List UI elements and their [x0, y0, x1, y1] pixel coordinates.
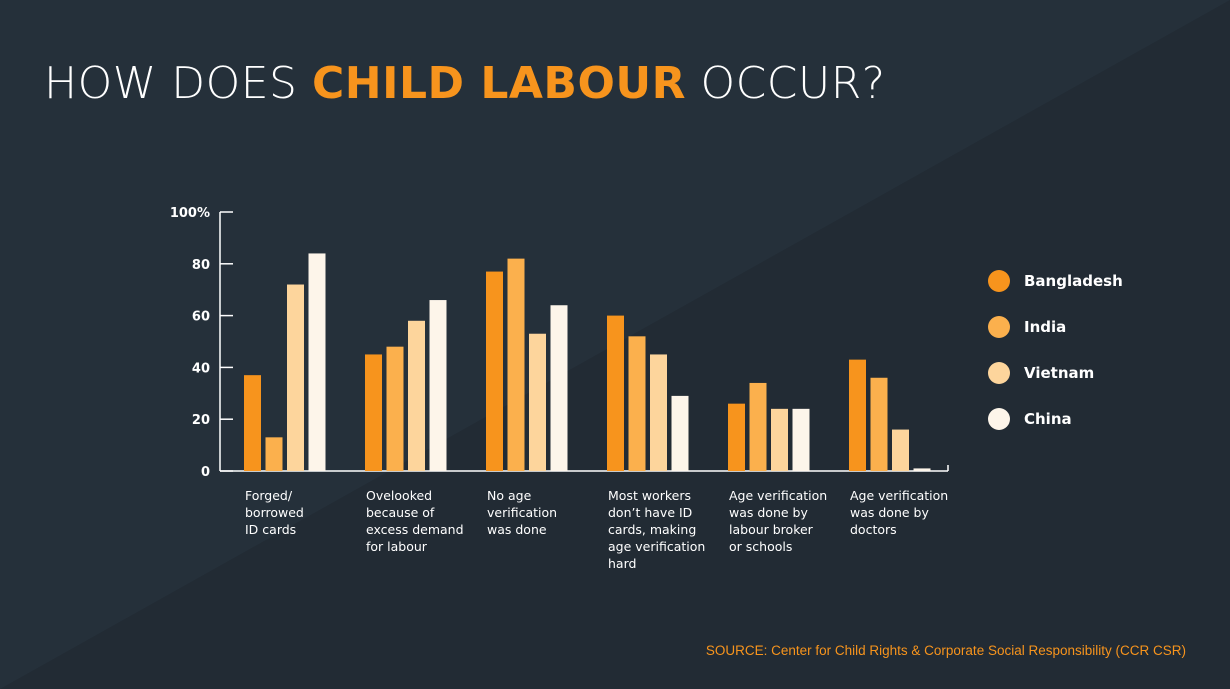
category-label: No age verification was done [487, 488, 557, 537]
legend: Bangladesh India Vietnam China [988, 258, 1123, 442]
bar-china [913, 468, 931, 471]
y-tick-label: 100% [170, 206, 210, 221]
bar-india [749, 382, 767, 471]
title-highlight: CHILD LABOUR [311, 58, 686, 109]
y-tick-label: 80 [192, 258, 210, 273]
bar-china [550, 305, 568, 471]
legend-swatch [988, 408, 1010, 430]
bar-bangladesh [607, 315, 624, 471]
y-tick-label: 60 [192, 310, 210, 325]
bar-bangladesh [244, 375, 261, 471]
legend-swatch [988, 270, 1010, 292]
bar-china [792, 408, 810, 471]
page-title: HOW DOES CHILD LABOUR OCCUR? [44, 58, 886, 109]
category-label: Forged/borrowed ID cards [245, 488, 304, 537]
bar-china [308, 253, 326, 471]
legend-label: Vietnam [1024, 364, 1095, 382]
y-tick-label: 40 [192, 361, 210, 376]
legend-label: China [1024, 410, 1072, 428]
bar-vietnam [529, 333, 546, 471]
bar-india [265, 437, 283, 471]
y-tick-label: 0 [201, 465, 210, 480]
bar-india [386, 346, 404, 471]
source-note: SOURCE: Center for Child Rights & Corpor… [705, 643, 1186, 658]
bar-vietnam [892, 429, 909, 471]
bar-vietnam [287, 284, 304, 471]
bar-vietnam [771, 408, 788, 471]
legend-item-china: China [988, 396, 1123, 442]
bar-vietnam [408, 320, 425, 471]
legend-item-vietnam: Vietnam [988, 350, 1123, 396]
y-tick-label: 20 [192, 413, 210, 428]
bar-india [870, 377, 888, 471]
legend-label: India [1024, 318, 1067, 336]
category-label: Ovelooked because of excess demand for labo… [366, 488, 464, 554]
legend-swatch [988, 362, 1010, 384]
bar-bangladesh [365, 354, 382, 471]
category-label: Most workers don’t have ID cards, making ag… [608, 488, 705, 571]
title-suffix: OCCUR? [685, 58, 886, 109]
legend-label: Bangladesh [1024, 272, 1123, 290]
bar-bangladesh [486, 271, 503, 471]
bar-bangladesh [849, 359, 866, 471]
bar-vietnam [650, 354, 667, 471]
category-label: Age verification was done by labour broker… [729, 488, 827, 554]
title-prefix: HOW DOES [44, 58, 312, 109]
legend-swatch [988, 316, 1010, 338]
legend-item-bangladesh: Bangladesh [988, 258, 1123, 304]
bar-india [628, 336, 646, 471]
legend-item-india: India [988, 304, 1123, 350]
bar-china [671, 395, 689, 471]
category-label: Age verification was done by doctors [850, 488, 948, 537]
bar-bangladesh [728, 403, 745, 471]
bar-china [429, 300, 447, 471]
bar-india [507, 258, 525, 471]
